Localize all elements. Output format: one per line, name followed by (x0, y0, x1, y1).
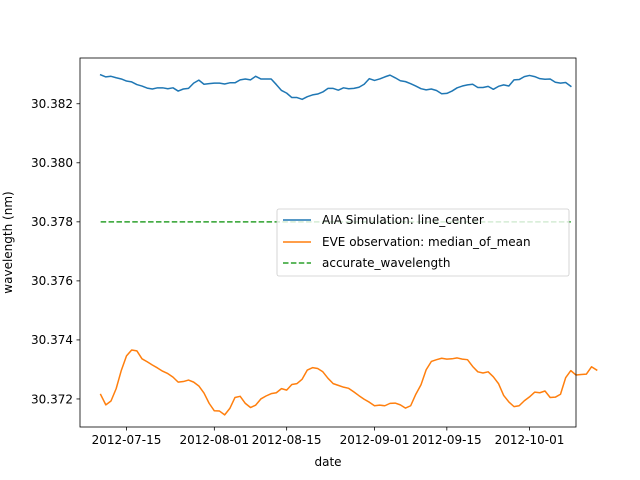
legend-label-aia: AIA Simulation: line_center (322, 213, 484, 227)
x-tick-label: 2012-08-15 (252, 433, 322, 447)
y-tick-label: 30.374 (31, 333, 73, 347)
y-tick-label: 30.382 (31, 97, 73, 111)
y-tick-label: 30.378 (31, 215, 73, 229)
series-line-aia-line-center (99, 73, 572, 101)
axes-frame (79, 57, 577, 428)
y-axis-ticks: 30.372 30.374 30.376 30.378 30.380 30.382 (31, 97, 80, 406)
x-tick-label: 2012-10-01 (495, 433, 565, 447)
x-tick-label: 2012-09-15 (412, 433, 482, 447)
x-axis-label: date (314, 455, 341, 469)
y-tick-label: 30.376 (31, 274, 73, 288)
legend-label-accurate: accurate_wavelength (322, 256, 450, 270)
legend: AIA Simulation: line_center EVE observat… (276, 208, 570, 277)
x-tick-label: 2012-09-01 (340, 433, 410, 447)
legend-label-eve: EVE observation: median_of_mean (322, 235, 531, 249)
x-tick-label: 2012-07-15 (92, 433, 162, 447)
x-axis-ticks: 2012-07-15 2012-08-01 2012-08-15 2012-09-01… (92, 427, 565, 447)
y-axis-label: wavelength (nm) (1, 191, 15, 293)
y-tick-label: 30.372 (31, 392, 73, 406)
y-tick-label: 30.380 (31, 156, 73, 170)
x-tick-label: 2012-08-01 (179, 433, 249, 447)
series-line-eve-median-of-mean (99, 349, 598, 416)
legend-box (276, 208, 570, 277)
